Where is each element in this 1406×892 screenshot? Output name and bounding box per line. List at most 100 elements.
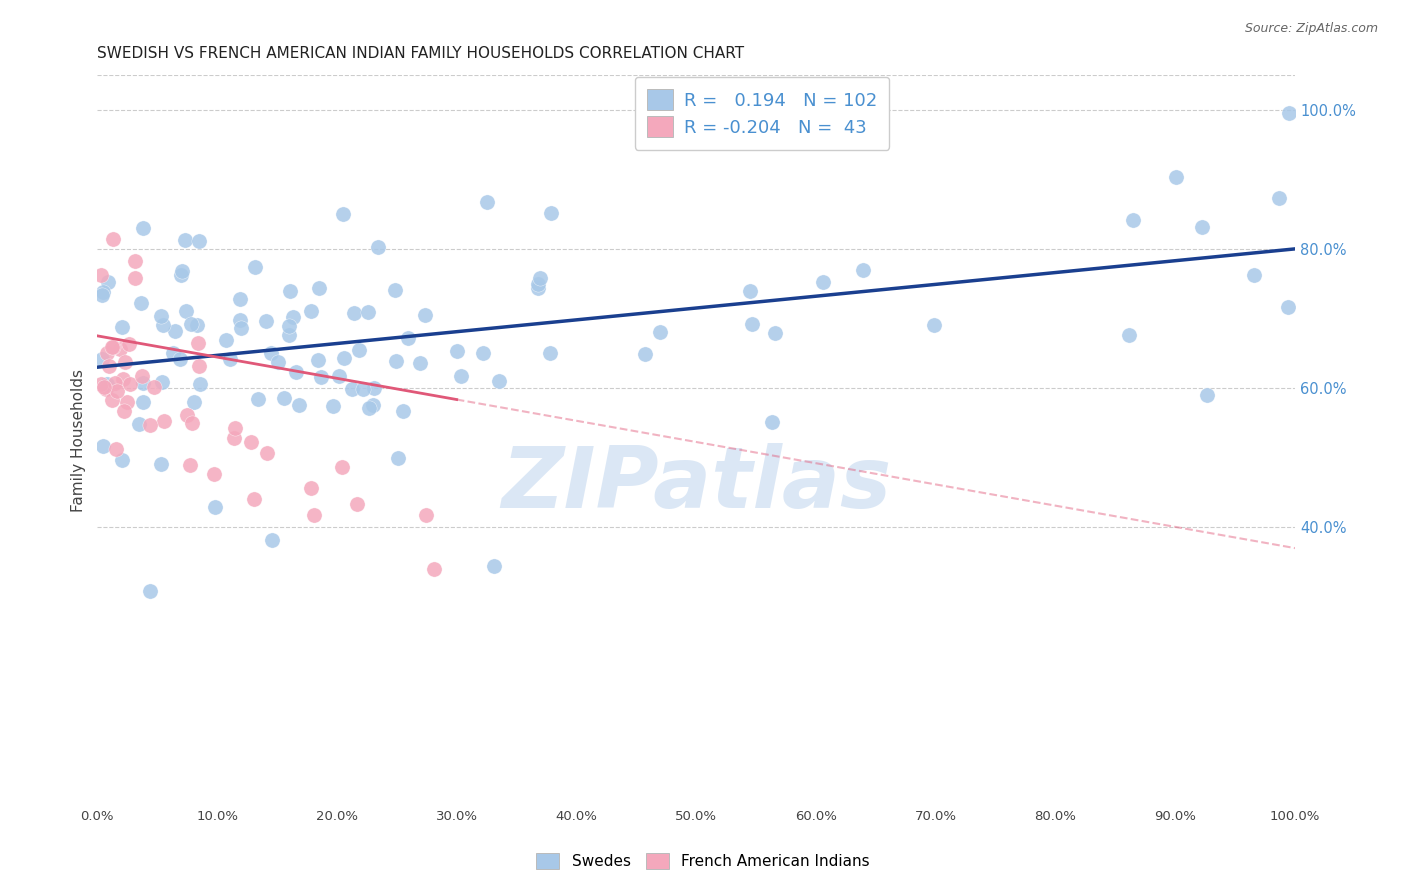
Point: [169, 268, 191, 282]
Point: [132, 221, 155, 235]
Point: [761, 416, 783, 430]
Point: [446, 344, 468, 359]
Point: [139, 584, 162, 599]
Point: [101, 232, 124, 246]
Point: [488, 374, 510, 388]
Point: [124, 271, 146, 285]
Point: [229, 292, 252, 306]
Point: [97, 275, 120, 289]
Point: [90, 288, 112, 302]
Point: [108, 343, 131, 357]
Point: [922, 318, 945, 333]
Point: [91, 351, 114, 366]
Point: [204, 500, 226, 514]
Point: [224, 421, 246, 435]
Point: [103, 340, 125, 354]
Point: [169, 352, 191, 367]
Point: [273, 391, 295, 405]
Point: [384, 283, 406, 297]
Point: [93, 379, 115, 393]
Point: [413, 308, 436, 322]
Point: [472, 345, 495, 359]
Point: [278, 327, 301, 342]
Point: [1277, 300, 1299, 314]
Point: [332, 207, 354, 221]
Point: [91, 439, 114, 453]
Point: [340, 383, 363, 397]
Point: [118, 377, 141, 392]
Text: ZIPatlas: ZIPatlas: [501, 442, 891, 525]
Point: [96, 345, 118, 359]
Point: [367, 240, 389, 254]
Point: [343, 306, 366, 320]
Point: [256, 446, 278, 460]
Point: [96, 376, 118, 391]
Point: [526, 277, 548, 291]
Point: [162, 346, 184, 360]
Point: [1243, 268, 1265, 282]
Point: [174, 304, 197, 318]
Point: [239, 435, 262, 450]
Point: [163, 324, 186, 338]
Point: [852, 262, 875, 277]
Point: [101, 340, 124, 354]
Point: [1122, 212, 1144, 227]
Point: [111, 452, 134, 467]
Point: [267, 355, 290, 369]
Point: [187, 335, 209, 350]
Point: [111, 319, 134, 334]
Point: [243, 492, 266, 507]
Point: [112, 372, 135, 386]
Point: [308, 280, 330, 294]
Y-axis label: Family Households: Family Households: [72, 368, 86, 512]
Legend: R =   0.194   N = 102, R = -0.204   N =  43: R = 0.194 N = 102, R = -0.204 N = 43: [634, 77, 890, 150]
Point: [299, 481, 322, 495]
Point: [150, 310, 173, 324]
Point: [179, 458, 201, 472]
Point: [347, 343, 370, 358]
Point: [202, 467, 225, 481]
Point: [648, 325, 671, 339]
Point: [538, 345, 561, 359]
Point: [278, 284, 301, 298]
Point: [94, 382, 117, 396]
Point: [170, 264, 193, 278]
Point: [112, 404, 135, 418]
Point: [91, 285, 114, 299]
Point: [132, 376, 155, 390]
Point: [1118, 328, 1140, 343]
Point: [98, 359, 121, 373]
Point: [299, 304, 322, 318]
Point: [246, 392, 269, 407]
Point: [284, 365, 307, 379]
Point: [1197, 387, 1219, 401]
Point: [101, 392, 124, 407]
Point: [763, 326, 786, 341]
Point: [307, 353, 329, 368]
Point: [529, 270, 551, 285]
Point: [450, 369, 472, 384]
Point: [540, 206, 562, 220]
Point: [385, 354, 408, 368]
Point: [131, 368, 153, 383]
Point: [105, 442, 128, 457]
Point: [363, 381, 385, 395]
Point: [477, 195, 499, 210]
Point: [180, 416, 202, 430]
Point: [104, 376, 127, 390]
Point: [482, 558, 505, 573]
Point: [415, 508, 437, 523]
Point: [152, 414, 174, 428]
Point: [152, 318, 174, 333]
Point: [288, 398, 311, 412]
Point: [222, 431, 245, 445]
Point: [260, 533, 283, 548]
Point: [132, 394, 155, 409]
Point: [634, 347, 657, 361]
Point: [332, 460, 354, 475]
Point: [188, 234, 211, 248]
Point: [174, 233, 197, 247]
Point: [281, 310, 304, 325]
Point: [129, 296, 152, 310]
Point: [117, 395, 139, 409]
